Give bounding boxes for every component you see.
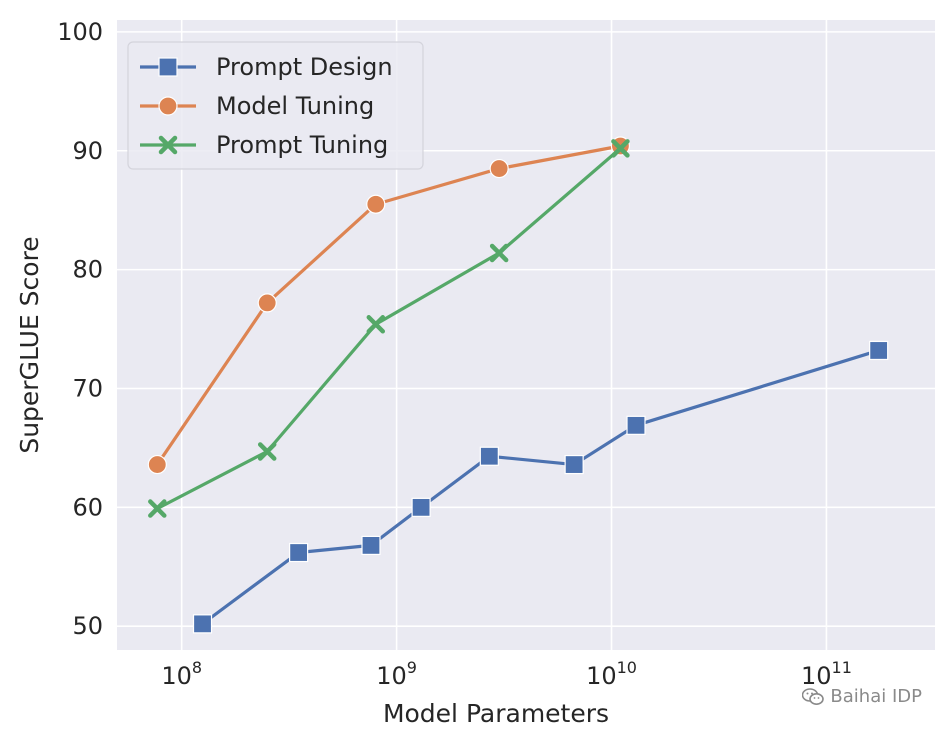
- series-line: [201, 348, 880, 626]
- y-axis-title: SuperGLUE Score: [15, 236, 44, 453]
- data-point: [489, 158, 509, 179]
- y-tick-label: 100: [57, 18, 103, 46]
- data-point: [411, 497, 431, 517]
- legend-label: Model Tuning: [216, 92, 374, 120]
- x-tick-label: 1010: [586, 658, 637, 690]
- x-tick-label: 108: [161, 658, 202, 690]
- legend-marker: [158, 135, 178, 155]
- y-tick-labels: 50 60 70 80 90 100: [57, 18, 103, 640]
- data-point: [564, 454, 584, 475]
- series-prompt-tuning: [148, 139, 630, 518]
- data-point: [626, 415, 646, 435]
- y-tick-label: 70: [72, 374, 103, 402]
- x-tick-label: 1011: [801, 658, 852, 690]
- y-tick-label: 80: [72, 256, 103, 284]
- data-point: [479, 446, 499, 466]
- x-tick-label: 109: [376, 658, 417, 690]
- y-tick-label: 50: [72, 612, 103, 640]
- data-point: [257, 442, 277, 461]
- data-point: [869, 340, 889, 361]
- data-point: [361, 535, 381, 555]
- legend-marker: [158, 57, 178, 77]
- data-point: [289, 542, 309, 563]
- x-tick-labels: 108 109 1010 1011: [161, 658, 852, 690]
- data-point: [257, 293, 277, 313]
- wechat-icon: [802, 687, 825, 705]
- y-tick-label: 90: [72, 137, 103, 165]
- data-point: [489, 243, 509, 263]
- data-point: [192, 614, 213, 634]
- legend: Prompt Design Model Tuning Prompt Tuning: [127, 41, 424, 170]
- y-tick-label: 60: [72, 493, 103, 521]
- data-point: [366, 315, 386, 334]
- legend-label: Prompt Tuning: [216, 131, 388, 159]
- data-point: [611, 139, 630, 158]
- series-layer: [147, 136, 889, 634]
- data-point: [366, 194, 386, 214]
- series-prompt-design: [192, 340, 889, 634]
- data-point: [148, 499, 167, 518]
- legend-label: Prompt Design: [216, 53, 393, 81]
- legend-box: [127, 41, 424, 170]
- legend-marker: [158, 96, 178, 116]
- watermark: Baihai IDP: [802, 686, 922, 707]
- data-point: [147, 454, 167, 475]
- watermark-text: Baihai IDP: [830, 686, 922, 707]
- x-axis-title: Model Parameters: [383, 699, 609, 728]
